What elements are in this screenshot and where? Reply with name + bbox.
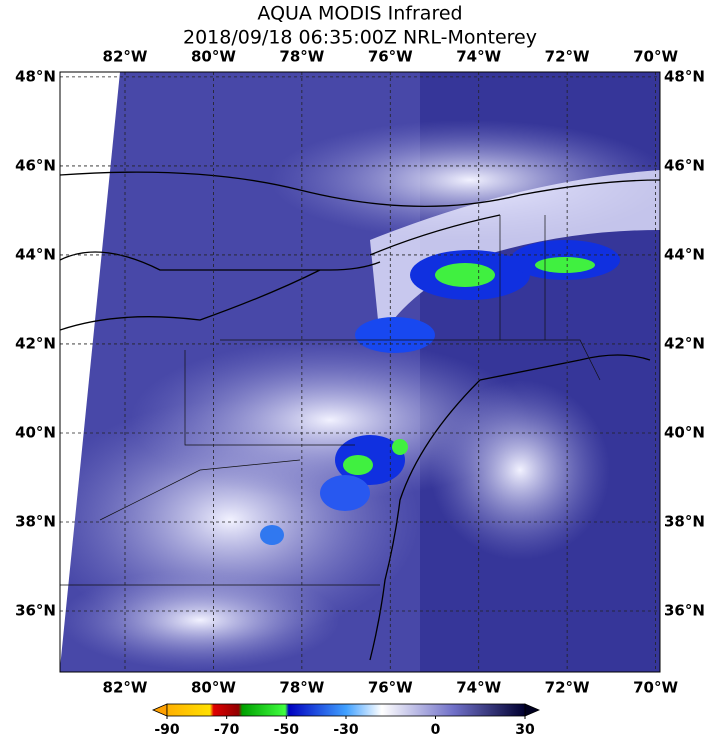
- colorbar-bar: [166, 703, 526, 717]
- lon-label-bottom: 74°W: [456, 679, 501, 697]
- lat-label-right: 42°N: [664, 334, 705, 352]
- subtitle: 2018/09/18 06:35:00Z NRL-Monterey: [183, 27, 537, 49]
- convection-core: [392, 439, 408, 455]
- lon-label-top: 74°W: [456, 48, 501, 66]
- lon-label-top: 82°W: [103, 48, 148, 66]
- map-frame: [59, 71, 661, 673]
- lat-label-left: 44°N: [15, 245, 56, 263]
- colorbar-arrow-low: [151, 703, 168, 717]
- graticule: [60, 72, 660, 672]
- lat-label-left: 36°N: [15, 602, 56, 620]
- lon-label-bottom: 72°W: [545, 679, 590, 697]
- colorbar-label: -30: [333, 722, 359, 738]
- lon-label-top: 80°W: [191, 48, 236, 66]
- title: AQUA MODIS Infrared: [257, 3, 462, 25]
- lat-label-left: 38°N: [15, 513, 56, 531]
- lat-label-right: 48°N: [664, 67, 705, 85]
- cloud: [130, 340, 530, 500]
- lat-label-right: 36°N: [664, 602, 705, 620]
- colorbar-label: -50: [274, 722, 300, 738]
- lat-label-right: 38°N: [664, 513, 705, 531]
- convection-core: [343, 455, 373, 475]
- lon-label-bottom: 80°W: [191, 679, 236, 697]
- lon-label-top: 70°W: [633, 48, 678, 66]
- cloud: [60, 570, 340, 670]
- coastline: [369, 354, 651, 661]
- cloud: [430, 380, 610, 560]
- lat-label-left: 40°N: [15, 423, 56, 441]
- convection-core: [435, 263, 495, 287]
- lat-label-left: 48°N: [15, 67, 56, 85]
- colorbar-label: -70: [214, 722, 240, 738]
- lat-label-left: 42°N: [15, 334, 56, 352]
- lon-label-top: 76°W: [368, 48, 413, 66]
- lon-label-bottom: 70°W: [633, 679, 678, 697]
- cloud-band: [370, 170, 660, 340]
- convection: [355, 317, 435, 353]
- lat-label-right: 40°N: [664, 423, 705, 441]
- colorbar-label: 0: [431, 722, 441, 738]
- lat-label-right: 46°N: [664, 156, 705, 174]
- lat-label-left: 46°N: [15, 156, 56, 174]
- lon-label-bottom: 78°W: [279, 679, 324, 697]
- colorbar-label: -90: [154, 722, 180, 738]
- colorbar-arrow-high: [524, 703, 541, 717]
- tick-labels: 82°W 82°W 80°W 80°W 78°W 78°W 76°W 76°W 74°W 74°W…: [15, 48, 705, 697]
- colorbar: -90 -70 -50 -30 0 30: [151, 703, 541, 738]
- convection: [260, 525, 284, 545]
- state-border: [60, 215, 601, 586]
- lon-label-top: 72°W: [545, 48, 590, 66]
- colorbar-label: 30: [515, 722, 535, 738]
- lat-label-right: 44°N: [664, 245, 705, 263]
- coastline: [60, 171, 660, 331]
- convection-core: [535, 257, 595, 273]
- lon-label-bottom: 82°W: [103, 679, 148, 697]
- convection: [320, 475, 370, 511]
- lon-label-top: 78°W: [279, 48, 324, 66]
- no-data: [60, 72, 120, 668]
- satellite-image: [60, 72, 660, 672]
- lon-label-bottom: 76°W: [368, 679, 413, 697]
